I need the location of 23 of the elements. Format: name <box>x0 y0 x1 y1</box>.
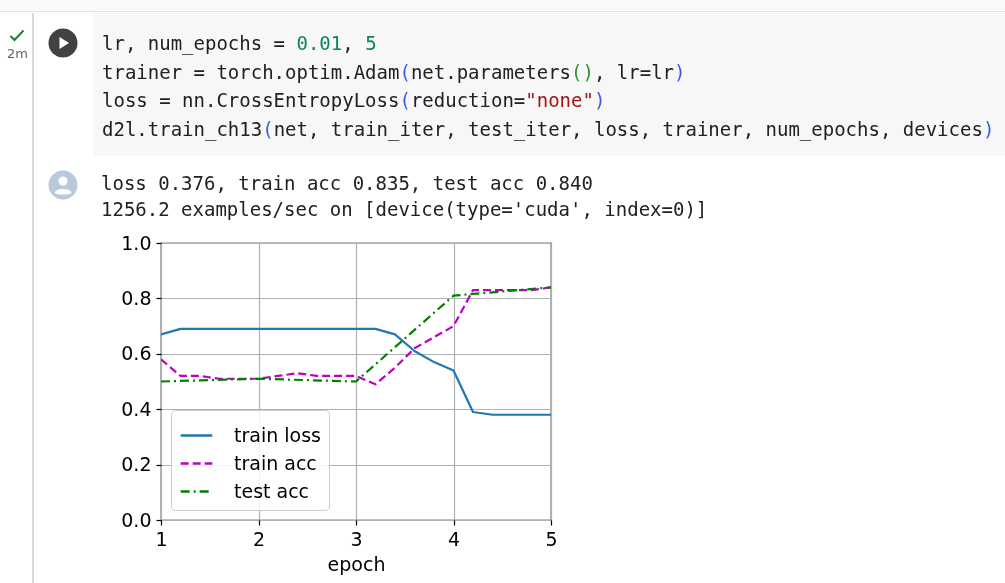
y-tick-label: 1.0 <box>121 231 152 254</box>
text: lr, num_epochs = 0.01, 5 <box>102 32 377 54</box>
y-tick-label: 0.8 <box>121 286 152 309</box>
y-tick-label: 0.4 <box>121 397 152 420</box>
text: loss = nn.CrossEntropyLoss(reduction="none") <box>102 89 606 111</box>
text: 2m <box>7 46 28 61</box>
text: d2l.train_ch13(net, train_iter, test_iter, loss, trainer, num_epochs, devices) <box>102 117 995 140</box>
line-series <box>161 327 551 416</box>
y-tick-label: 0.6 <box>121 342 152 365</box>
x-tick-label: 1 <box>155 527 168 550</box>
y-tick-label: 0.2 <box>121 453 152 476</box>
legend-label: train loss <box>234 423 321 446</box>
text: loss 0.376, train acc 0.835, test acc 0.840 <box>101 171 593 196</box>
text: 1256.2 examples/sec on [device(type='cuda', index=0)] <box>101 197 708 222</box>
x-tick-label: 3 <box>350 527 363 550</box>
x-tick-label: 4 <box>447 527 461 550</box>
text: trainer = torch.optim.Adam(net.parameters(), lr=lr) <box>102 60 686 83</box>
legend-label: test acc <box>234 479 310 502</box>
legend-label: train acc <box>234 451 317 474</box>
x-tick-label: 5 <box>545 527 558 550</box>
x-axis-title: epoch <box>327 552 386 575</box>
y-tick-label: 0.0 <box>121 508 152 531</box>
x-tick-label: 2 <box>252 527 266 550</box>
